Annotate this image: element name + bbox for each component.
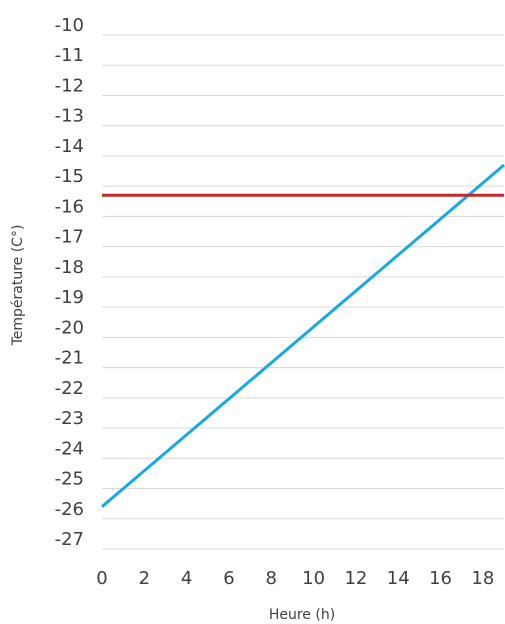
x-tick-label: 10 [302, 568, 325, 589]
x-tick-label: 0 [96, 568, 107, 589]
y-tick-label: -17 [55, 227, 84, 248]
y-tick-label: -25 [55, 469, 84, 490]
y-axis-title: Température (C°) [10, 225, 26, 347]
y-tick-label: -12 [55, 75, 84, 96]
x-tick-label: 12 [344, 568, 367, 589]
y-tick-label: -23 [55, 408, 84, 429]
y-tick-label: -16 [55, 196, 84, 217]
y-tick-label: -27 [55, 529, 84, 550]
x-tick-label: 2 [139, 568, 150, 589]
series-lines [101, 163, 505, 508]
y-tick-label: -14 [55, 136, 84, 157]
y-tick-label: -13 [55, 106, 84, 127]
x-tick-label: 18 [471, 568, 494, 589]
y-tick-label: -22 [55, 378, 84, 399]
y-tick-label: -11 [55, 45, 84, 66]
x-tick-label: 16 [429, 568, 452, 589]
y-tick-labels: -10 -11 -12 -13 -14 -15 -16 -17 -18 -19 -20 -21 -22 -… [55, 15, 84, 550]
y-tick-label: -26 [55, 499, 84, 520]
y-tick-label: -10 [55, 15, 84, 36]
series-line-1 [101, 163, 505, 508]
gridlines [102, 34, 504, 550]
y-tick-label: -21 [55, 348, 84, 369]
y-tick-label: -19 [55, 287, 84, 308]
y-tick-label: -15 [55, 166, 84, 187]
y-tick-label: -20 [55, 317, 84, 338]
x-tick-label: 14 [387, 568, 410, 589]
y-tick-label: -18 [55, 257, 84, 278]
x-tick-label: 4 [181, 568, 192, 589]
x-tick-label: 8 [266, 568, 277, 589]
x-tick-labels: 0 2 4 6 8 10 12 14 16 18 [96, 568, 494, 589]
y-tick-label: -24 [55, 438, 84, 459]
x-tick-label: 6 [223, 568, 234, 589]
x-axis-title: Heure (h) [269, 607, 335, 623]
